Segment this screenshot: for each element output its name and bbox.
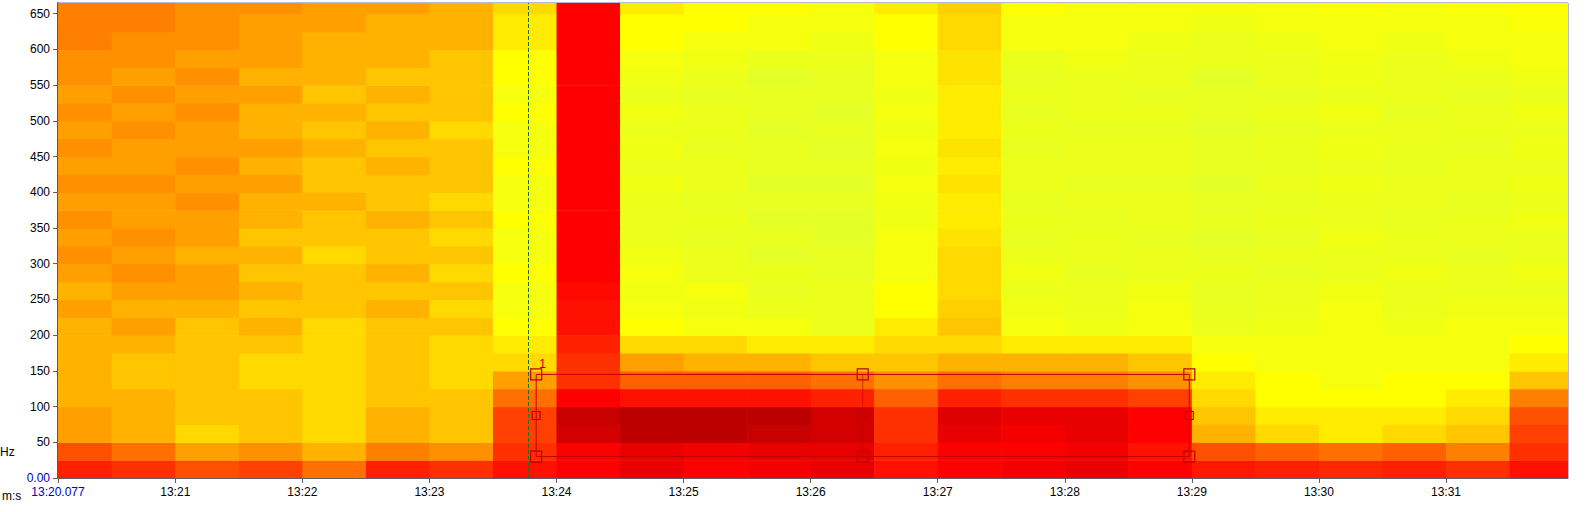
- svg-text:13:28: 13:28: [1050, 485, 1080, 499]
- svg-text:600: 600: [30, 42, 50, 56]
- svg-text:Hz: Hz: [0, 445, 15, 459]
- svg-text:450: 450: [30, 150, 50, 164]
- svg-text:500: 500: [30, 114, 50, 128]
- svg-text:200: 200: [30, 328, 50, 342]
- svg-text:300: 300: [30, 257, 50, 271]
- svg-text:250: 250: [30, 292, 50, 306]
- svg-text:13:26: 13:26: [796, 485, 826, 499]
- svg-text:13:29: 13:29: [1177, 485, 1207, 499]
- svg-text:13:25: 13:25: [669, 485, 699, 499]
- svg-text:400: 400: [30, 185, 50, 199]
- svg-text:150: 150: [30, 364, 50, 378]
- svg-text:1: 1: [539, 357, 546, 371]
- svg-text:13:31: 13:31: [1431, 485, 1461, 499]
- svg-text:13:22: 13:22: [287, 485, 317, 499]
- svg-text:13:27: 13:27: [923, 485, 953, 499]
- svg-text:50: 50: [37, 435, 51, 449]
- svg-text:13:24: 13:24: [541, 485, 571, 499]
- svg-text:13:23: 13:23: [414, 485, 444, 499]
- svg-text:13:30: 13:30: [1304, 485, 1334, 499]
- svg-text:13:20.077: 13:20.077: [31, 485, 85, 499]
- svg-text:0.00: 0.00: [27, 471, 51, 485]
- svg-text:350: 350: [30, 221, 50, 235]
- svg-text:100: 100: [30, 400, 50, 414]
- svg-text:m:s: m:s: [2, 489, 21, 503]
- svg-text:650: 650: [30, 7, 50, 21]
- svg-text:13:21: 13:21: [160, 485, 190, 499]
- svg-text:550: 550: [30, 78, 50, 92]
